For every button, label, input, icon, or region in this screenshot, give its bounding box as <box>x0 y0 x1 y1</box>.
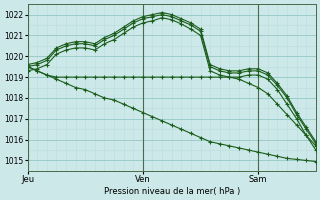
X-axis label: Pression niveau de la mer( hPa ): Pression niveau de la mer( hPa ) <box>104 187 240 196</box>
